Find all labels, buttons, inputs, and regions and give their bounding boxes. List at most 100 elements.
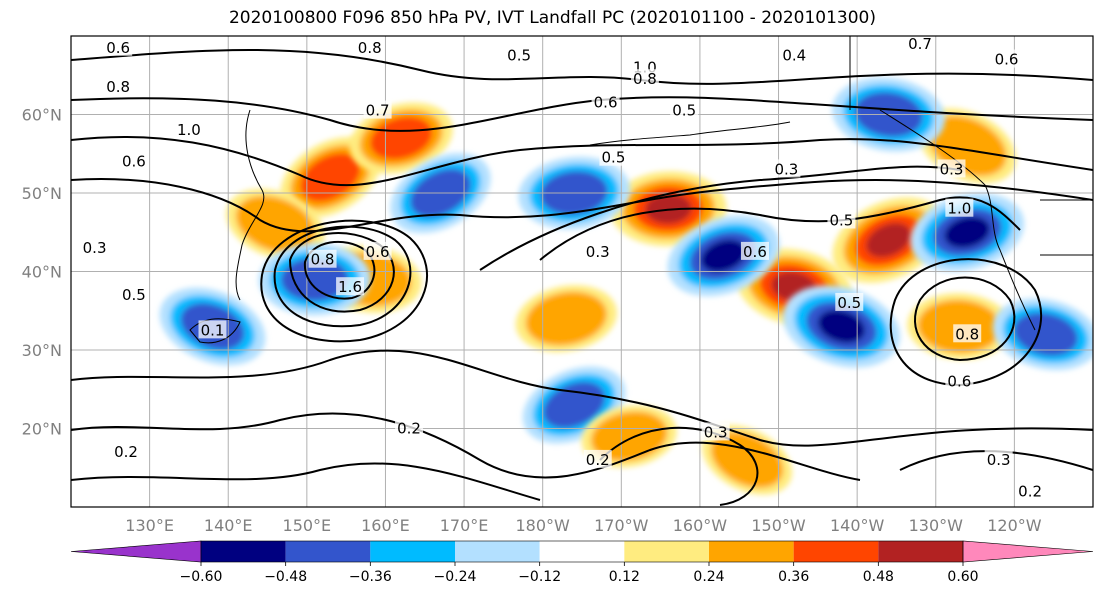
contour-label: 0.5 [122, 286, 146, 304]
contour-label: 0.5 [602, 149, 626, 167]
shaded-contour-band [701, 239, 746, 272]
contour-label-background [953, 324, 982, 343]
shaded-contour-band [944, 216, 990, 248]
colorbar [70, 540, 1094, 563]
contour-label-background [363, 241, 392, 260]
colorbar-segment [793, 541, 879, 562]
colorbar-tick-label: −0.48 [264, 569, 307, 585]
shaded-region [992, 298, 1093, 371]
contour-label: 1.6 [338, 278, 362, 296]
contour-label-background [174, 120, 203, 139]
longitude-tick-label: 130°W [909, 516, 964, 535]
colorbar-segment [201, 541, 286, 562]
map-frame-border [70, 35, 1094, 508]
contour-label-background [198, 320, 227, 339]
chart-title: 2020100800 F096 850 hPa PV, IVT Landfall… [228, 8, 876, 28]
contour-label-background [505, 45, 534, 64]
pv-contours [71, 49, 1093, 506]
longitude-tick-label: 140°W [830, 516, 885, 535]
contour-label-background [119, 151, 148, 170]
contour-label: 0.3 [774, 160, 798, 178]
pv-contour-line [71, 49, 1093, 85]
colorbar-tick-label: 0.24 [693, 569, 724, 585]
contour-label: 0.8 [106, 78, 130, 96]
contour-label-background [599, 147, 628, 166]
contour-label-background [336, 277, 365, 296]
shaded-region [515, 285, 617, 353]
contour-label-background [772, 159, 801, 178]
colorbar-tick-label: −0.36 [349, 569, 392, 585]
contour-label-background [780, 45, 809, 64]
shaded-region [910, 193, 1025, 272]
contour-label: 0.5 [837, 294, 861, 312]
contour-label-background [945, 371, 974, 390]
contour-label-background [670, 100, 699, 119]
shaded-region [782, 285, 900, 368]
longitude-tick-label: 130°E [125, 516, 174, 535]
pv-contour-line [71, 349, 1093, 447]
colorbar-tick-label: 0.36 [778, 569, 809, 585]
longitude-tick-label: 170°W [594, 516, 649, 535]
pv-contour-line [71, 178, 1093, 233]
contour-label: 0.2 [586, 451, 610, 469]
contour-label-background [1016, 481, 1045, 500]
contour-label: 0.6 [366, 243, 390, 261]
contour-label: 0.6 [995, 51, 1019, 69]
coastline [879, 109, 1036, 331]
contour-label: 0.8 [955, 325, 979, 343]
contour-label-background [104, 37, 133, 56]
longitude-tick-label: 140°E [204, 516, 253, 535]
shaded-contour-band [1013, 312, 1078, 356]
longitude-tick-label: 160°E [361, 516, 410, 535]
colorbar-labels: −0.60 −0.48 −0.36 −0.24 −0.12 0.12 0.24 0.36 0.4… [180, 562, 979, 585]
contour-label: 0.2 [397, 420, 421, 438]
longitude-tick-label: 150°E [283, 516, 332, 535]
pv-contour-line [889, 258, 1043, 387]
longitude-tick-label: 120°W [987, 516, 1042, 535]
pv-contour-line [71, 135, 1093, 187]
shaded-contour-band [300, 153, 361, 202]
latitude-labels: 60°N 50°N 40°N 30°N 20°N [22, 106, 62, 439]
latitude-tick-label: 40°N [22, 263, 62, 282]
shaded-region [226, 188, 325, 260]
colorbar-segment [878, 541, 963, 562]
contour-label-background [355, 37, 384, 56]
contour-label: 0.8 [633, 70, 657, 88]
colorbar-outline [200, 540, 964, 563]
shaded-contour-band [236, 195, 315, 253]
pv-contour-line [539, 196, 1021, 261]
contour-label-background [119, 285, 148, 304]
shaded-contour-band [591, 411, 668, 462]
colorbar-tick-label: 0.48 [863, 569, 894, 585]
contour-label-background [992, 49, 1021, 68]
contour-label-background [740, 241, 769, 260]
contour-labels: 0.6 0.8 0.5 1.0 0.8 0.4 0.7 0.6 0.8 0.6 0.5 1.0 0.7 0… [80, 36, 1045, 500]
contour-label: 0.4 [782, 47, 806, 65]
colorbar-segment [370, 541, 455, 562]
pv-contour-line [303, 241, 376, 300]
contour-label-background [308, 249, 337, 268]
contour-label-background [583, 241, 612, 260]
contour-label: 0.5 [672, 102, 696, 120]
pv-contour-line [288, 232, 395, 313]
pv-contour-line [599, 426, 759, 506]
contour-label-background [827, 210, 856, 229]
pv-contour-line [71, 462, 541, 501]
contour-label: 0.3 [586, 243, 610, 261]
contour-label-background [591, 92, 620, 111]
coastline [589, 121, 791, 146]
contour-label: 0.8 [311, 251, 335, 269]
contour-label: 0.6 [122, 153, 146, 171]
colorbar-segment [285, 541, 371, 562]
colorbar-segment [624, 541, 709, 562]
longitude-labels: 130°E 140°E 150°E 160°E 170°E 180°W 170°W 160°W… [125, 516, 1041, 535]
contour-label: 0.3 [704, 423, 728, 441]
latitude-tick-label: 60°N [22, 106, 62, 125]
contour-label: 0.3 [940, 160, 964, 178]
contour-label: 0.7 [366, 102, 390, 120]
contour-label: 1.0 [177, 121, 201, 139]
contour-label: 0.5 [830, 211, 854, 229]
latitude-tick-label: 30°N [22, 341, 62, 360]
contour-label-background [945, 198, 974, 217]
